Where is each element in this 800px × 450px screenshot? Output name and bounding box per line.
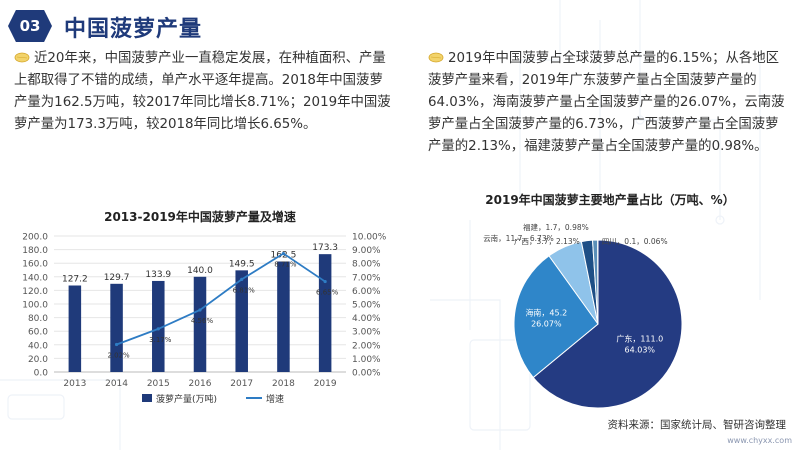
y2-tick-label: 7.00% bbox=[352, 273, 381, 283]
legend-label-bar: 菠萝产量(万吨) bbox=[156, 393, 217, 405]
bar-chart-title: 2013-2019年中国菠萝产量及增速 bbox=[104, 210, 296, 224]
growth-point bbox=[323, 279, 327, 284]
y-tick-label: 140.0 bbox=[22, 273, 48, 283]
x-tick-label: 2013 bbox=[63, 379, 86, 389]
pie-chart-title: 2019年中国菠萝主要地产量占比（万吨、%） bbox=[485, 193, 735, 207]
y-tick-label: 200.0 bbox=[22, 233, 48, 243]
data-source: 资料来源：国家统计局、智研咨询整理 bbox=[607, 419, 787, 431]
paragraph-left-text: 近20年来，中国菠萝产业一直稳定发展，在种植面积、产量上都取得了不错的成绩，单产… bbox=[14, 51, 391, 132]
growth-value-label: 6.81% bbox=[233, 286, 256, 294]
page-title: 中国菠萝产量 bbox=[64, 17, 203, 42]
growth-point bbox=[114, 342, 119, 347]
growth-line bbox=[116, 252, 326, 346]
y2-tick-label: 9.00% bbox=[352, 246, 381, 256]
pie-slice-label: 海南，45.2 26.07% bbox=[525, 307, 567, 328]
pineapple-icon bbox=[14, 52, 30, 63]
growth-point bbox=[198, 308, 202, 312]
pie-slice-label: 广东，111.0 64.03% bbox=[616, 334, 663, 355]
watermark: www.chyxx.com bbox=[727, 436, 792, 445]
header: 03 中国菠萝产量 bbox=[0, 4, 800, 44]
bar-value-label: 127.2 bbox=[62, 275, 88, 285]
y-tick-label: 20.0 bbox=[28, 355, 48, 365]
bar bbox=[277, 261, 290, 372]
paragraph-right: 2019年中国菠萝占全球菠萝总产量的6.15%；从各地区菠萝产量来看，2019年… bbox=[428, 48, 788, 158]
pie-slice-label: 广西，3.7，2.13% bbox=[514, 236, 580, 246]
x-tick-label: 2019 bbox=[314, 379, 337, 389]
y-tick-label: 160.0 bbox=[22, 260, 48, 270]
bar bbox=[152, 280, 165, 372]
pie-slice-label: 云南，11.7，6.73% bbox=[483, 233, 554, 243]
pie-slice-label: 四川，0.1，0.06% bbox=[602, 237, 668, 246]
y2-tick-label: 4.00% bbox=[352, 314, 381, 324]
y2-tick-label: 10.00% bbox=[352, 233, 387, 243]
pineapple-icon bbox=[428, 52, 444, 63]
bar-value-label: 162.5 bbox=[271, 251, 297, 261]
y2-tick-label: 3.00% bbox=[352, 328, 381, 338]
y2-tick-label: 6.00% bbox=[352, 287, 381, 297]
y2-tick-label: 8.00% bbox=[352, 260, 381, 270]
growth-value-label: 4.56% bbox=[191, 317, 214, 325]
bar bbox=[235, 270, 248, 372]
x-tick-label: 2017 bbox=[230, 379, 253, 389]
x-tick-label: 2015 bbox=[147, 379, 170, 389]
y-tick-label: 60.0 bbox=[28, 328, 48, 338]
growth-value-label: 3.17% bbox=[149, 336, 172, 344]
section-number-badge: 03 bbox=[8, 10, 52, 42]
bar-line-chart: 0.0 20.0 40.0 60.0 80.0 100.0 120.0 140.0 160.0 1… bbox=[22, 233, 387, 406]
growth-value-label: 8.71% bbox=[274, 261, 297, 269]
y-tick-label: 40.0 bbox=[28, 341, 48, 351]
pie-slice bbox=[532, 239, 683, 409]
legend-swatch-bar bbox=[142, 394, 152, 402]
paragraph-left: 近20年来，中国菠萝产业一直稳定发展，在种植面积、产量上都取得了不错的成绩，单产… bbox=[14, 48, 392, 136]
y-tick-label: 180.0 bbox=[22, 246, 48, 256]
y-tick-label: 80.0 bbox=[28, 314, 48, 324]
legend-label-line: 增速 bbox=[266, 393, 284, 405]
bar-value-label: 149.5 bbox=[229, 259, 255, 269]
bar-value-label: 140.0 bbox=[187, 266, 213, 276]
x-tick-label: 2016 bbox=[189, 379, 212, 389]
bar bbox=[318, 254, 332, 372]
y2-tick-label: 5.00% bbox=[352, 301, 381, 311]
pie-slice-label: 福建，1.7，0.98% bbox=[523, 222, 589, 232]
y-tick-label: 120.0 bbox=[22, 287, 48, 297]
y-tick-label: 0.0 bbox=[34, 369, 49, 379]
pie-chart: 广东，111.0 64.03% 海南，45.2 26.07% 云南，11.7，6.73%… bbox=[483, 222, 683, 409]
bar-value-label: 129.7 bbox=[104, 273, 130, 283]
y2-tick-label: 0.00% bbox=[352, 369, 381, 379]
bar bbox=[110, 283, 123, 372]
y2-tick-label: 1.00% bbox=[352, 355, 381, 365]
growth-point bbox=[281, 251, 286, 256]
bar-value-label: 173.3 bbox=[312, 243, 338, 253]
x-tick-label: 2018 bbox=[272, 379, 295, 389]
pie-slice bbox=[513, 255, 599, 379]
paragraph-right-text: 2019年中国菠萝占全球菠萝总产量的6.15%；从各地区菠萝产量来看，2019年… bbox=[428, 51, 785, 154]
y-tick-label: 100.0 bbox=[22, 301, 48, 311]
bar-value-label: 133.9 bbox=[145, 270, 171, 280]
growth-value-label: 6.65% bbox=[316, 289, 339, 297]
growth-value-label: 2.02% bbox=[107, 352, 130, 360]
growth-point bbox=[156, 327, 160, 331]
bar bbox=[193, 276, 207, 372]
y2-tick-label: 2.00% bbox=[352, 341, 381, 351]
x-tick-label: 2014 bbox=[105, 379, 128, 389]
bar bbox=[68, 285, 82, 372]
growth-point bbox=[240, 277, 244, 281]
